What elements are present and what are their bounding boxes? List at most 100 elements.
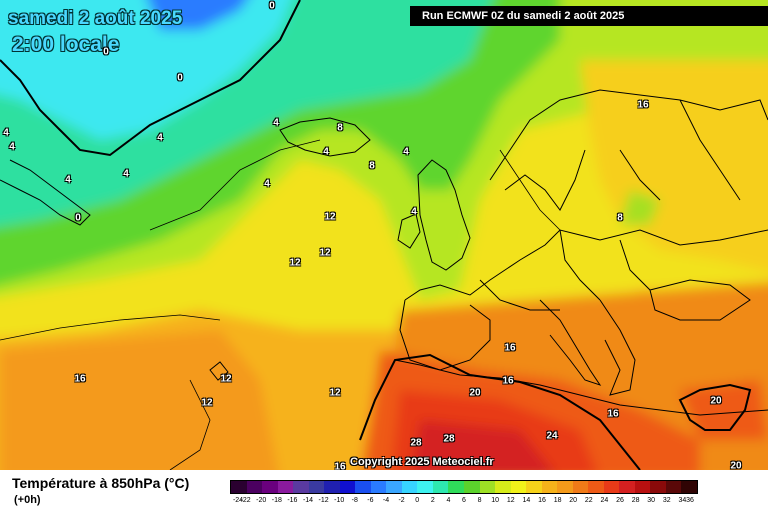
scale-tick-label: 12: [506, 497, 515, 504]
scale-tick-label: -18: [271, 497, 282, 504]
scale-swatch: [495, 481, 511, 493]
scale-swatch: [246, 481, 263, 493]
legend-title: Température à 850hPa (°C): [12, 475, 190, 491]
scale-swatch: [370, 481, 387, 493]
contour-label: 8: [337, 122, 343, 134]
scale-tick-label: 16: [538, 497, 546, 504]
contour-label: 12: [220, 373, 232, 385]
legend-subtitle: (+0h): [14, 494, 41, 506]
forecast-time: 2:00 locale: [12, 33, 120, 56]
scale-swatch: [293, 481, 309, 493]
scale-swatch: [308, 481, 325, 493]
contour-label: 4: [323, 146, 329, 158]
scale-tick-label: -2: [398, 497, 405, 504]
scale-swatch: [665, 481, 682, 493]
contour-label: 24: [546, 430, 558, 442]
scale-tick-label: -14: [302, 497, 314, 504]
scale-swatch: [417, 481, 433, 493]
scale-tick-label: 36: [686, 497, 694, 504]
contour-label: 16: [607, 408, 619, 420]
scale-swatch: [650, 481, 666, 493]
scale-tick-label: 28: [631, 497, 640, 504]
scale-swatch: [324, 481, 340, 493]
scale-tick-label: 8: [477, 497, 482, 504]
scale-tick-label: 24: [600, 497, 609, 504]
scale-tick-label: 4: [446, 497, 451, 504]
contour-label: 12: [324, 211, 336, 223]
scale-tick-label: 32: [662, 497, 671, 504]
contour-label: 4: [123, 168, 129, 180]
scale-swatch: [634, 481, 651, 493]
scale-swatch: [541, 481, 558, 493]
contour-label: 0: [177, 72, 183, 84]
scale-swatch: [231, 481, 247, 493]
map-canvas: [0, 0, 768, 470]
contour-label: 16: [504, 342, 516, 354]
contour-label: 0: [269, 0, 275, 12]
scale-swatch: [603, 481, 620, 493]
contour-label: 20: [710, 395, 722, 407]
contour-label: 16: [334, 461, 346, 471]
run-info-banner: Run ECMWF 0Z du samedi 2 août 2025: [410, 6, 768, 26]
scale-swatch: [339, 481, 356, 493]
contour-label: 20: [469, 387, 481, 399]
contour-label: 4: [65, 174, 71, 186]
contour-label: 16: [637, 99, 649, 111]
contour-label: 12: [289, 257, 301, 269]
contour-label: 4: [411, 206, 417, 218]
scale-tick-label: 10: [491, 497, 500, 504]
scale-tick-label: 2: [430, 497, 435, 504]
copyright-text: Copyright 2025 Meteociel.fr: [350, 456, 494, 468]
scale-swatch: [277, 481, 294, 493]
color-scale-ticks: -24 -22 -20 -18 -16 -14 -12 -10 -8 -6 -4 -2 0 2 4 6 8 10 1…: [230, 497, 698, 509]
scale-tick-label: 26: [616, 497, 624, 504]
scale-tick-label: -6: [367, 497, 374, 504]
scale-tick-label: 6: [462, 497, 466, 504]
contour-label: 0: [103, 46, 109, 58]
temperature-field: [0, 0, 768, 470]
scale-swatch: [588, 481, 604, 493]
scale-swatch: [432, 481, 449, 493]
contour-label: 8: [369, 160, 375, 172]
scale-tick-label: 22: [584, 497, 593, 504]
scale-swatch: [619, 481, 635, 493]
scale-tick-label: -20: [256, 497, 267, 504]
scale-tick-label: 20: [569, 497, 578, 504]
contour-label: 16: [502, 375, 514, 387]
legend-footer: Température à 850hPa (°C) (+0h) -24 -22 -2…: [0, 470, 768, 512]
scale-swatch: [355, 481, 371, 493]
scale-swatch: [463, 481, 480, 493]
scale-tick-label: -4: [382, 497, 390, 504]
scale-tick-label: -12: [318, 497, 329, 504]
contour-label: 4: [9, 141, 15, 153]
forecast-date: samedi 2 août 2025: [8, 8, 183, 29]
scale-tick-label: -10: [334, 497, 345, 504]
coastlines: [0, 0, 768, 416]
contour-label: 4: [3, 127, 9, 139]
contour-20: [359, 353, 752, 470]
temperature-map: samedi 2 août 2025 2:00 locale Run ECMWF…: [0, 0, 768, 470]
contour-label: 28: [443, 433, 455, 445]
scale-tick-label: -22: [240, 497, 251, 504]
scale-swatch: [557, 481, 573, 493]
scale-swatch: [681, 481, 697, 493]
scale-swatch: [262, 481, 278, 493]
scale-swatch: [572, 481, 589, 493]
color-scale: [230, 480, 698, 494]
scale-swatch: [386, 481, 402, 493]
scale-swatch: [510, 481, 527, 493]
scale-tick-label: 30: [647, 497, 656, 504]
scale-tick-label: 18: [553, 497, 562, 504]
contour-label: 16: [74, 373, 86, 385]
scale-swatch: [526, 481, 542, 493]
contour-label: 4: [273, 117, 279, 129]
contour-label: 12: [329, 387, 341, 399]
scale-swatch: [401, 481, 418, 493]
scale-tick-label: -24: [232, 497, 244, 504]
scale-tick-label: -16: [287, 497, 298, 504]
scale-tick-label: -8: [351, 497, 358, 504]
contour-label: 28: [410, 437, 422, 449]
contour-label: 12: [201, 397, 213, 409]
contour-label: 4: [157, 132, 163, 144]
scale-tick-label: 34: [678, 497, 687, 504]
